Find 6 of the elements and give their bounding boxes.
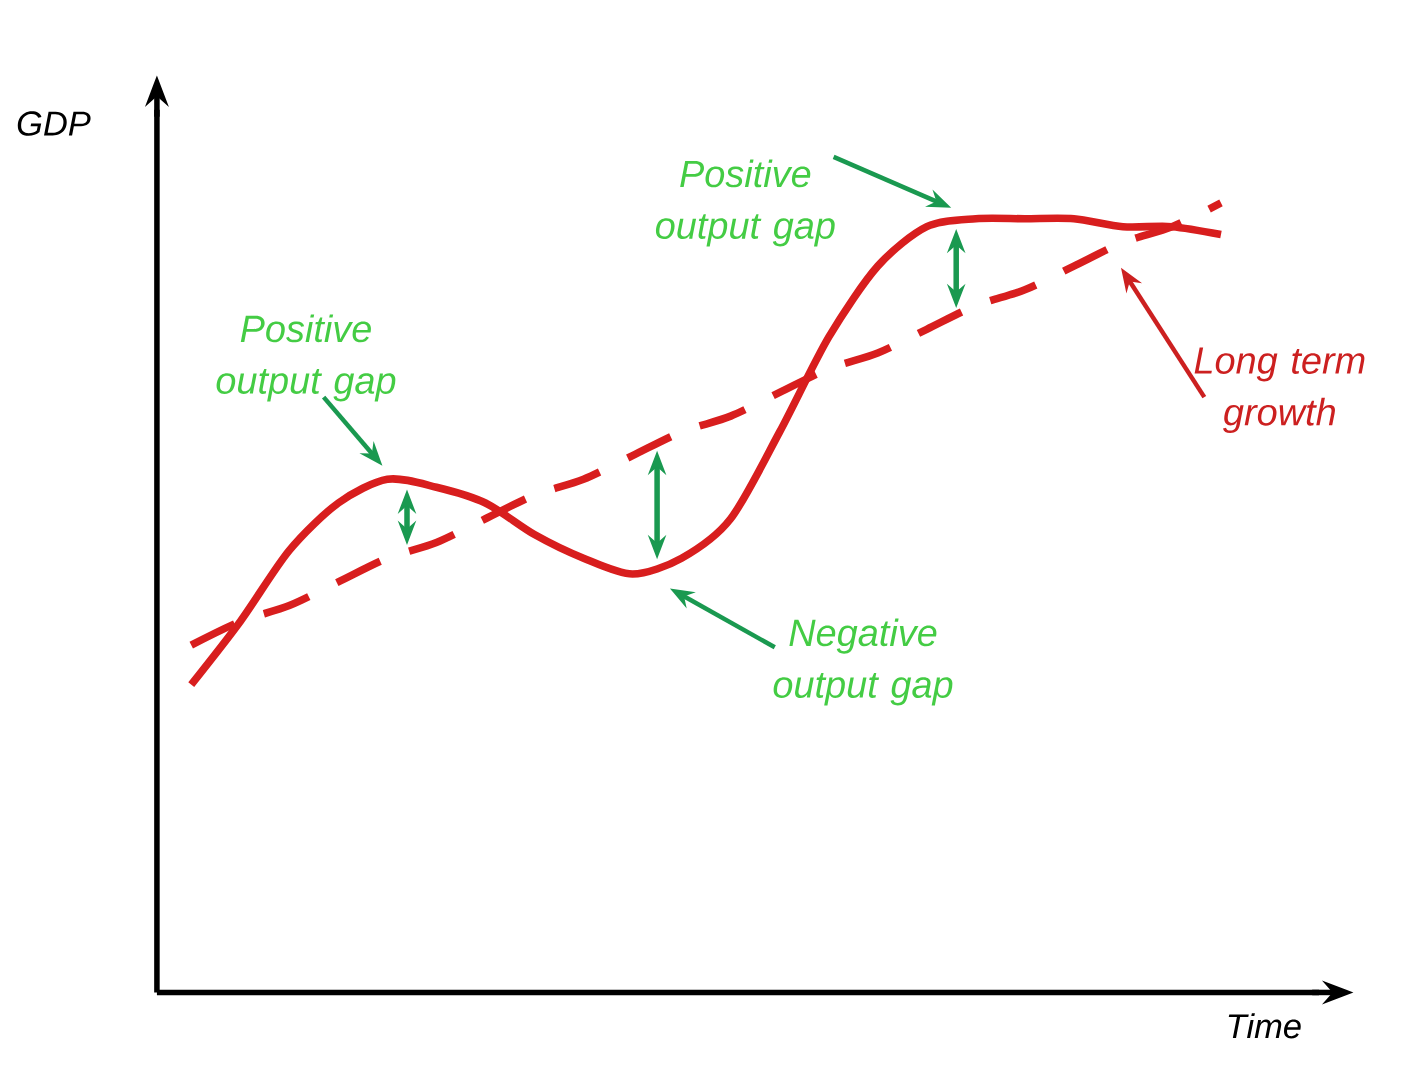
y-axis-title: GDP (17, 111, 91, 136)
annotation: Long term growth (1194, 347, 1365, 434)
annotation: Positive output gap (655, 159, 835, 247)
annotation: Positive output gap (216, 314, 396, 402)
annotation: Negative output gap (773, 618, 953, 706)
x-axis-title: Time (1228, 1013, 1301, 1039)
